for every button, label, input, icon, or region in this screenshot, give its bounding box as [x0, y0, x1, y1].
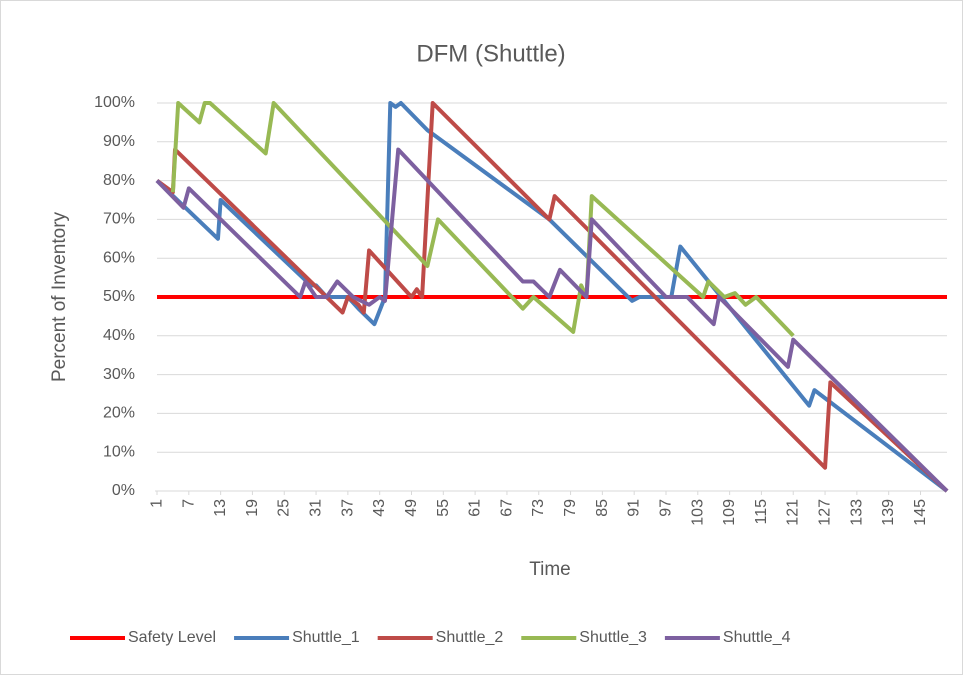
x-tick-label: 73	[530, 499, 547, 517]
x-tick-label: 67	[498, 499, 515, 517]
x-tick-label: 7	[180, 499, 197, 508]
x-tick-label: 79	[562, 499, 579, 517]
x-tick-label: 109	[721, 499, 738, 526]
x-tick-label: 103	[689, 499, 706, 526]
x-tick-label: 25	[276, 499, 293, 517]
legend-label: Shuttle_1	[292, 629, 360, 646]
x-tick-label: 121	[785, 499, 802, 526]
y-tick-label: 40%	[103, 327, 135, 344]
chart-title: DFM (Shuttle)	[416, 40, 565, 67]
y-tick-label: 30%	[103, 366, 135, 383]
x-tick-label: 43	[371, 499, 388, 517]
x-tick-label: 49	[403, 499, 420, 517]
series-line	[155, 147, 949, 493]
x-tick-label: 37	[339, 499, 356, 517]
x-tick-label: 127	[817, 499, 834, 526]
x-tick-label: 31	[308, 499, 325, 517]
x-tick-label: 115	[753, 499, 770, 525]
x-tick-label: 97	[657, 499, 674, 517]
legend-label: Shuttle_4	[723, 629, 791, 646]
series-line	[155, 101, 949, 493]
x-tick-label: 139	[880, 499, 897, 526]
x-tick-label: 19	[244, 499, 261, 517]
x-tick-label: 55	[435, 499, 452, 517]
x-tick-label: 61	[467, 499, 484, 517]
x-tick-label: 85	[594, 499, 611, 517]
y-tick-label: 60%	[103, 249, 135, 266]
x-tick-label: 145	[912, 499, 929, 526]
x-tick-label: 133	[848, 499, 865, 526]
y-tick-label: 50%	[103, 288, 135, 305]
legend-label: Shuttle_3	[579, 629, 647, 646]
x-tick-label: 91	[626, 499, 643, 517]
y-tick-label: 70%	[103, 211, 135, 228]
x-tick-label: 13	[212, 499, 229, 517]
y-axis-title: Percent of Inventory	[49, 211, 70, 382]
legend-label: Safety Level	[128, 629, 216, 646]
legend-label: Shuttle_2	[436, 629, 504, 646]
x-axis-title: Time	[529, 559, 571, 580]
y-tick-label: 20%	[103, 405, 135, 422]
x-tick-label: 1	[149, 499, 166, 508]
y-tick-label: 90%	[103, 133, 135, 150]
y-tick-label: 80%	[103, 172, 135, 189]
y-tick-label: 10%	[103, 443, 135, 460]
y-tick-label: 100%	[94, 94, 135, 111]
series-line	[170, 101, 795, 338]
y-tick-label: 0%	[112, 482, 135, 499]
